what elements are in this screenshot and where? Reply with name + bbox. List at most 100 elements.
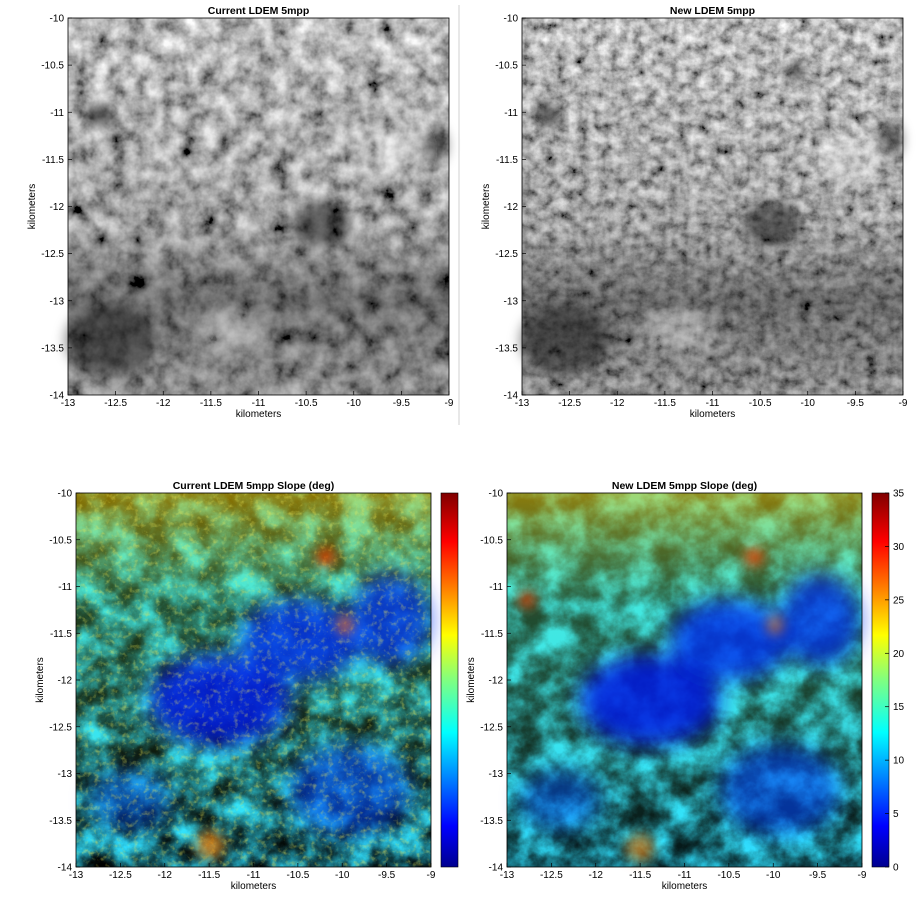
y-tick-label: -11.5	[42, 155, 64, 166]
y-tick-label: -11	[504, 108, 518, 119]
chart-title: New LDEM 5mpp	[670, 5, 755, 17]
y-tick-label: -10.5	[495, 61, 518, 72]
x-tick-label: -10.5	[295, 398, 318, 409]
crater-features	[65, 103, 447, 375]
x-tick-label: -10	[801, 398, 816, 409]
y-axis-label: kilometers	[466, 657, 477, 703]
y-tick-label: -11.5	[481, 629, 503, 640]
y-axis-label: kilometers	[481, 184, 492, 230]
x-tick-label: -12	[158, 870, 173, 881]
crater-rims	[519, 548, 783, 862]
y-tick-label: -13.5	[495, 343, 518, 354]
x-tick-label: -12.5	[109, 870, 132, 881]
colorbar-tick-label: 20	[893, 649, 905, 660]
y-tick-label: -11.5	[496, 155, 518, 166]
colorbar-new-slope	[871, 492, 890, 868]
y-tick-label: -10.5	[41, 61, 64, 72]
y-tick-label: -13.5	[49, 816, 72, 827]
panel-current-ldem	[65, 18, 449, 395]
x-tick-label: -10.5	[286, 870, 309, 881]
y-tick-label: -10	[50, 14, 65, 25]
colorbar-tick-label: 0	[893, 863, 899, 874]
x-tick-label: -12	[589, 870, 604, 881]
chart-title: New LDEM 5mpp Slope (deg)	[612, 480, 757, 492]
crater-features	[520, 64, 902, 375]
x-tick-label: -9	[445, 398, 454, 409]
panel-new-slope	[507, 493, 862, 867]
x-axis-label: kilometers	[662, 881, 708, 892]
y-tick-label: -12	[504, 202, 519, 213]
low-slope-regions	[520, 575, 860, 835]
x-tick-label: -13	[515, 398, 530, 409]
colorbar-tick-label: 15	[893, 702, 905, 713]
x-tick-label: -9	[427, 870, 436, 881]
chart-title: Current LDEM 5mpp	[208, 5, 310, 17]
x-tick-label: -12	[610, 398, 625, 409]
y-tick-label: -12.5	[495, 249, 518, 260]
x-tick-label: -12	[156, 398, 171, 409]
x-tick-label: -13	[69, 870, 84, 881]
colorbar-tick-label: 10	[893, 756, 905, 767]
x-tick-label: -11	[252, 398, 266, 409]
y-tick-label: -13	[58, 769, 73, 780]
x-tick-label: -11.5	[654, 398, 676, 409]
y-tick-label: -13	[50, 296, 65, 307]
x-tick-label: -13	[500, 870, 515, 881]
y-tick-label: -11	[58, 582, 72, 593]
y-tick-label: -13	[489, 769, 504, 780]
x-tick-label: -10.5	[717, 870, 740, 881]
panel-new-ldem	[520, 18, 903, 395]
y-tick-label: -11	[489, 582, 503, 593]
y-tick-label: -12	[489, 676, 504, 687]
y-tick-label: -10	[58, 489, 73, 500]
y-axis-label: kilometers	[35, 657, 46, 703]
y-tick-label: -13.5	[41, 343, 64, 354]
y-tick-label: -14	[58, 863, 73, 874]
y-tick-label: -10.5	[480, 535, 503, 546]
x-axis-label: kilometers	[236, 409, 282, 420]
x-tick-label: -9	[858, 870, 867, 881]
x-tick-label: -11	[678, 870, 692, 881]
x-tick-label: -11	[247, 870, 261, 881]
colorbar-tick-label: 5	[893, 809, 899, 820]
y-tick-label: -11.5	[50, 629, 72, 640]
y-tick-label: -10	[504, 14, 519, 25]
y-tick-label: -12.5	[41, 249, 64, 260]
colorbar-current-slope	[440, 492, 459, 868]
slope-speckle	[76, 493, 431, 867]
colorbar-tick-label: 35	[893, 489, 905, 500]
x-axis-label: kilometers	[231, 881, 277, 892]
y-tick-label: -10	[489, 489, 504, 500]
y-tick-label: -14	[504, 391, 519, 402]
y-tick-label: -12	[58, 676, 73, 687]
x-tick-label: -11.5	[200, 398, 222, 409]
x-tick-label: -12.5	[104, 398, 127, 409]
colorbar-tick-label: 25	[893, 595, 905, 606]
y-tick-label: -12.5	[480, 722, 503, 733]
x-tick-label: -13	[61, 398, 76, 409]
y-axis-label: kilometers	[27, 184, 38, 230]
y-tick-label: -11	[50, 108, 64, 119]
y-tick-label: -12.5	[49, 722, 72, 733]
y-tick-label: -14	[50, 391, 65, 402]
x-tick-label: -10	[347, 398, 362, 409]
y-tick-label: -13.5	[480, 816, 503, 827]
x-tick-label: -11.5	[198, 870, 220, 881]
colorbar-tick-label: 30	[893, 542, 905, 553]
x-tick-label: -9.5	[847, 398, 865, 409]
y-tick-label: -12	[50, 202, 65, 213]
x-tick-label: -10	[335, 870, 350, 881]
x-tick-label: -9.5	[809, 870, 827, 881]
x-tick-label: -9.5	[393, 398, 411, 409]
chart-title: Current LDEM 5mpp Slope (deg)	[173, 480, 335, 492]
x-tick-label: -12.5	[540, 870, 563, 881]
x-tick-label: -12.5	[558, 398, 581, 409]
x-axis-label: kilometers	[690, 409, 736, 420]
x-tick-label: -11	[706, 398, 720, 409]
x-tick-label: -11.5	[629, 870, 651, 881]
x-tick-label: -9	[899, 398, 908, 409]
x-tick-label: -9.5	[378, 870, 396, 881]
y-tick-label: -14	[489, 863, 504, 874]
panel-current-slope	[76, 493, 431, 867]
